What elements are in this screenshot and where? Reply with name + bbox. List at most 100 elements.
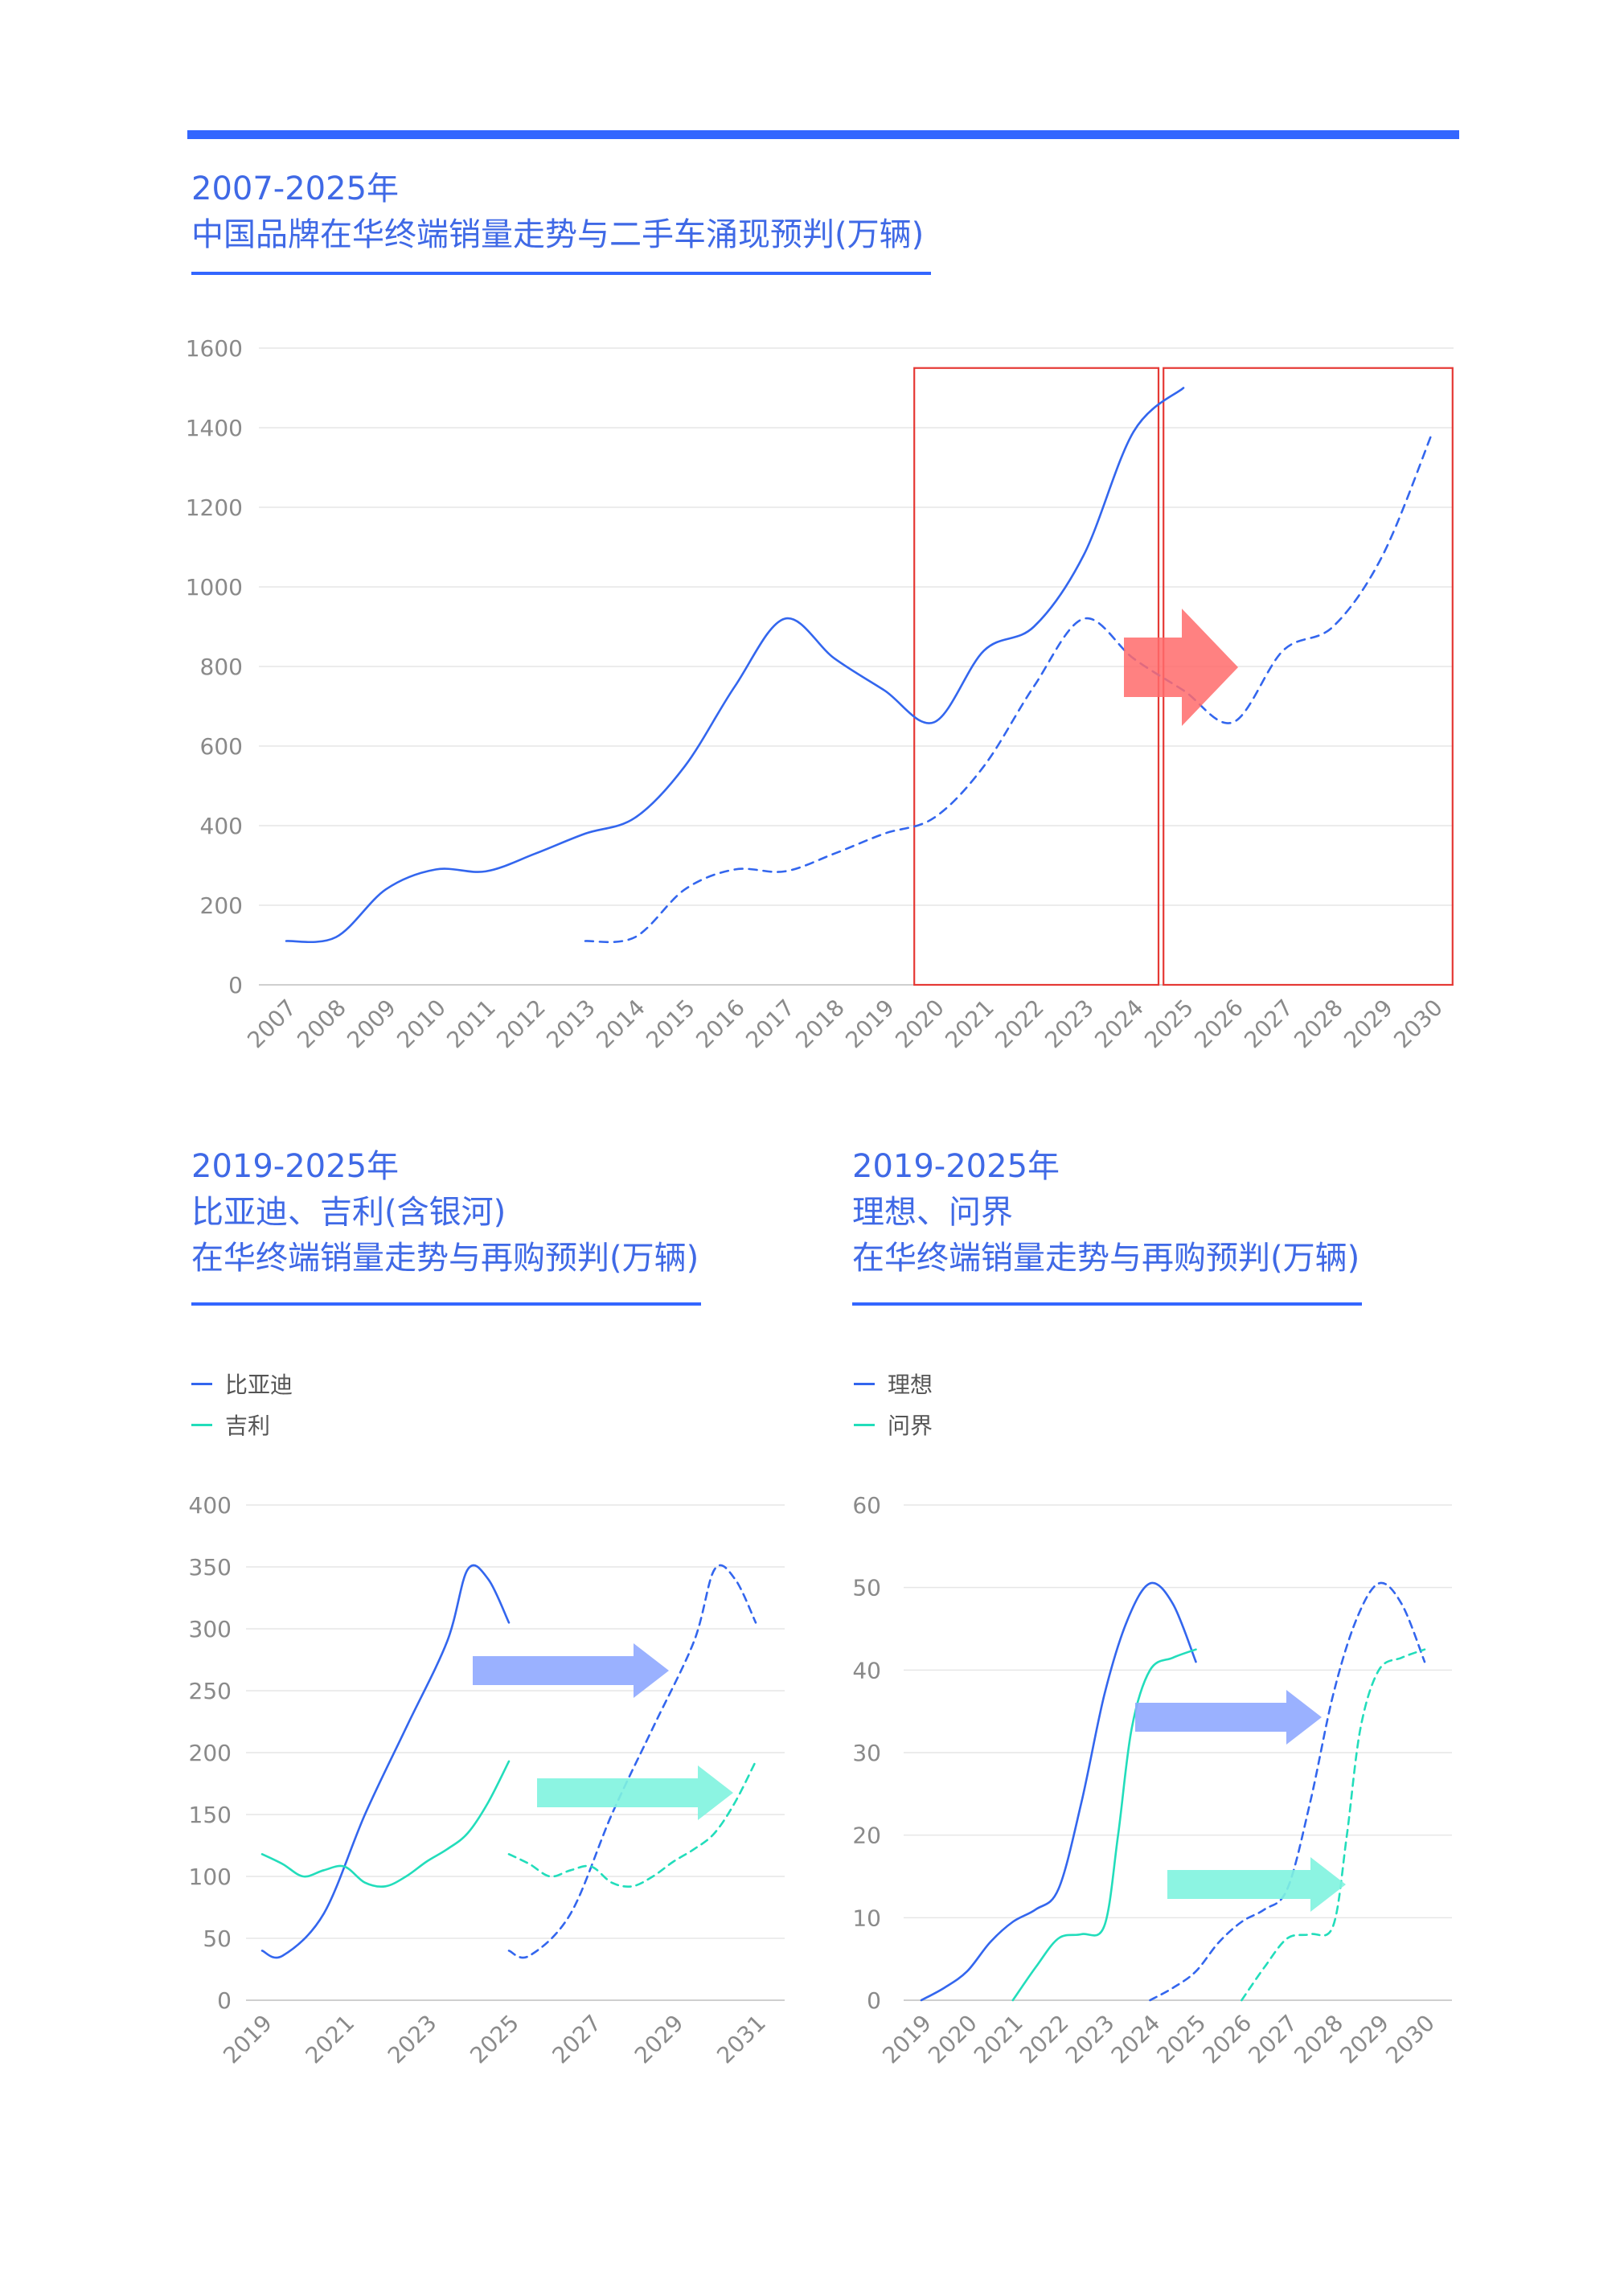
chart1-x-tick-label: 2015 <box>641 994 700 1054</box>
chart1-x-tick-label: 2008 <box>292 994 351 1054</box>
chart3-series-line-2 <box>1011 1648 1197 2002</box>
chart1-y-tick-label: 200 <box>200 892 243 919</box>
chart2-x-tick-label: 2029 <box>630 2010 689 2069</box>
chart1-x-tick-label: 2020 <box>890 994 949 1054</box>
chart3-x-tick-label: 2030 <box>1380 2010 1440 2069</box>
chart3-arrow-lixiang <box>1135 1690 1322 1745</box>
top-accent-bar <box>187 130 1459 139</box>
chart3-x-tick-label: 2027 <box>1243 2010 1302 2069</box>
chart2-series-line-3-projected <box>507 1564 757 1959</box>
chart1-series-line-2-projected <box>584 430 1434 944</box>
chart3-series-line-1 <box>920 1581 1197 2002</box>
chart2-title-line3: 在华终端销量走势与再购预判(万辆) <box>191 1240 699 1277</box>
chart3-x-tick-label: 2028 <box>1289 2010 1348 2069</box>
chart2-y-tick-label: 150 <box>189 1802 232 1828</box>
chart1-x-tick-label: 2030 <box>1388 994 1448 1054</box>
chart2-y-tick-label: 100 <box>189 1864 232 1890</box>
chart1-x-tick-label: 2007 <box>242 994 301 1054</box>
chart2-x-tick-label: 2019 <box>218 2010 277 2069</box>
chart1-series-line-1 <box>285 387 1185 944</box>
chart1-y-tick-label: 800 <box>200 654 243 680</box>
chart2-arrow-geely <box>537 1765 733 1820</box>
chart1-title-line2: 中国品牌在华终端销量走势与二手车涌现预判(万辆) <box>191 216 925 253</box>
chart1-x-tick-label: 2017 <box>740 994 800 1054</box>
chart2-y-tick-label: 350 <box>189 1554 232 1581</box>
legend-swatch-byd <box>191 1383 212 1385</box>
legend-swatch-geely <box>191 1424 212 1426</box>
chart1-x-tick-label: 2023 <box>1040 994 1099 1054</box>
chart3-x-tick-label: 2029 <box>1335 2010 1394 2069</box>
chart3-title-line1: 2019-2025年 <box>852 1148 1060 1185</box>
chart1-forecast-arrow <box>1124 609 1238 726</box>
chart2-x-tick-label: 2027 <box>547 2010 607 2069</box>
chart2-x-tick-label: 2025 <box>465 2010 524 2069</box>
chart3-y-tick-label: 10 <box>852 1905 881 1931</box>
chart3-x-tick-label: 2022 <box>1015 2010 1074 2069</box>
chart2-title-line1: 2019-2025年 <box>191 1148 400 1185</box>
chart1-x-tick-label: 2019 <box>840 994 900 1054</box>
chart3-y-tick-label: 40 <box>852 1657 881 1683</box>
chart3-y-tick-label: 50 <box>852 1575 881 1601</box>
chart2-y-tick-label: 200 <box>189 1740 232 1766</box>
chart1-x-tick-label: 2016 <box>691 994 750 1054</box>
chart3-x-tick-label: 2019 <box>877 2010 937 2069</box>
chart1-title-line1: 2007-2025年 <box>191 170 400 207</box>
chart1-x-tick-label: 2024 <box>1089 994 1149 1054</box>
chart1-x-tick-label: 2022 <box>990 994 1049 1054</box>
legend-swatch-lixiang <box>854 1383 875 1385</box>
chart1-x-tick-label: 2027 <box>1239 994 1298 1054</box>
chart3-title-underline <box>852 1302 1362 1306</box>
chart1-x-tick-label: 2009 <box>342 994 401 1054</box>
chart3-x-tick-label: 2020 <box>923 2010 982 2069</box>
legend-swatch-wenjie <box>854 1424 875 1426</box>
chart3-x-tick-label: 2026 <box>1198 2010 1257 2069</box>
chart2-x-tick-label: 2023 <box>383 2010 442 2069</box>
chart2-series-line-4-projected <box>507 1760 757 1888</box>
chart1-y-tick-label: 1200 <box>186 494 243 521</box>
chart2-y-tick-label: 300 <box>189 1616 232 1642</box>
chart1-title-underline <box>191 272 931 275</box>
chart2-arrow-byd <box>473 1643 669 1698</box>
legend-label-geely: 吉利 <box>225 1413 271 1439</box>
chart3-x-tick-label: 2021 <box>969 2010 1028 2069</box>
chart1-x-tick-label: 2021 <box>940 994 999 1054</box>
chart1-x-tick-label: 2014 <box>591 994 650 1054</box>
chart1-x-tick-label: 2012 <box>491 994 551 1054</box>
legend-label-wenjie: 问界 <box>888 1413 933 1439</box>
legend-label-lixiang: 理想 <box>888 1372 933 1398</box>
chart1-x-tick-label: 2018 <box>790 994 850 1054</box>
chart2-title-line2: 比亚迪、吉利(含银河) <box>191 1194 506 1231</box>
chart3-title-line3: 在华终端销量走势与再购预判(万辆) <box>852 1240 1360 1277</box>
chart1-highlight-box-1 <box>913 367 1160 986</box>
chart1-x-tick-label: 2026 <box>1189 994 1249 1054</box>
chart1-y-tick-label: 600 <box>200 733 243 760</box>
chart2-x-tick-label: 2021 <box>301 2010 360 2069</box>
chart3-y-tick-label: 60 <box>852 1492 881 1519</box>
chart2-series-line-2 <box>260 1760 511 1888</box>
chart2-title-underline <box>191 1302 701 1306</box>
chart1-y-tick-label: 1000 <box>186 574 243 601</box>
chart2-y-tick-label: 50 <box>203 1925 232 1952</box>
chart3-y-tick-label: 20 <box>852 1823 881 1849</box>
chart1-y-tick-label: 0 <box>228 972 243 999</box>
chart2-x-tick-label: 2031 <box>712 2010 771 2069</box>
chart2-y-tick-label: 400 <box>189 1492 232 1519</box>
chart3-x-tick-label: 2025 <box>1152 2010 1212 2069</box>
chart3-y-tick-label: 0 <box>867 1987 881 2014</box>
chart3-x-tick-label: 2024 <box>1106 2010 1166 2069</box>
chart1-y-tick-label: 400 <box>200 813 243 839</box>
chart2-y-tick-label: 250 <box>189 1678 232 1704</box>
legend-label-byd: 比亚迪 <box>225 1372 293 1398</box>
chart3-arrow-wenjie <box>1167 1857 1346 1912</box>
chart1-y-tick-label: 1400 <box>186 415 243 441</box>
chart1-y-tick-label: 1600 <box>186 335 243 362</box>
chart3-series-line-4-projected <box>1241 1648 1426 2002</box>
chart1-x-tick-label: 2011 <box>441 994 501 1054</box>
chart2-series-line-1 <box>260 1564 511 1959</box>
chart1-x-tick-label: 2025 <box>1139 994 1199 1054</box>
chart3-y-tick-label: 30 <box>852 1740 881 1766</box>
chart1-x-tick-label: 2013 <box>541 994 601 1054</box>
chart3-series-line-3-projected <box>1149 1581 1426 2002</box>
chart3-x-tick-label: 2023 <box>1060 2010 1120 2069</box>
